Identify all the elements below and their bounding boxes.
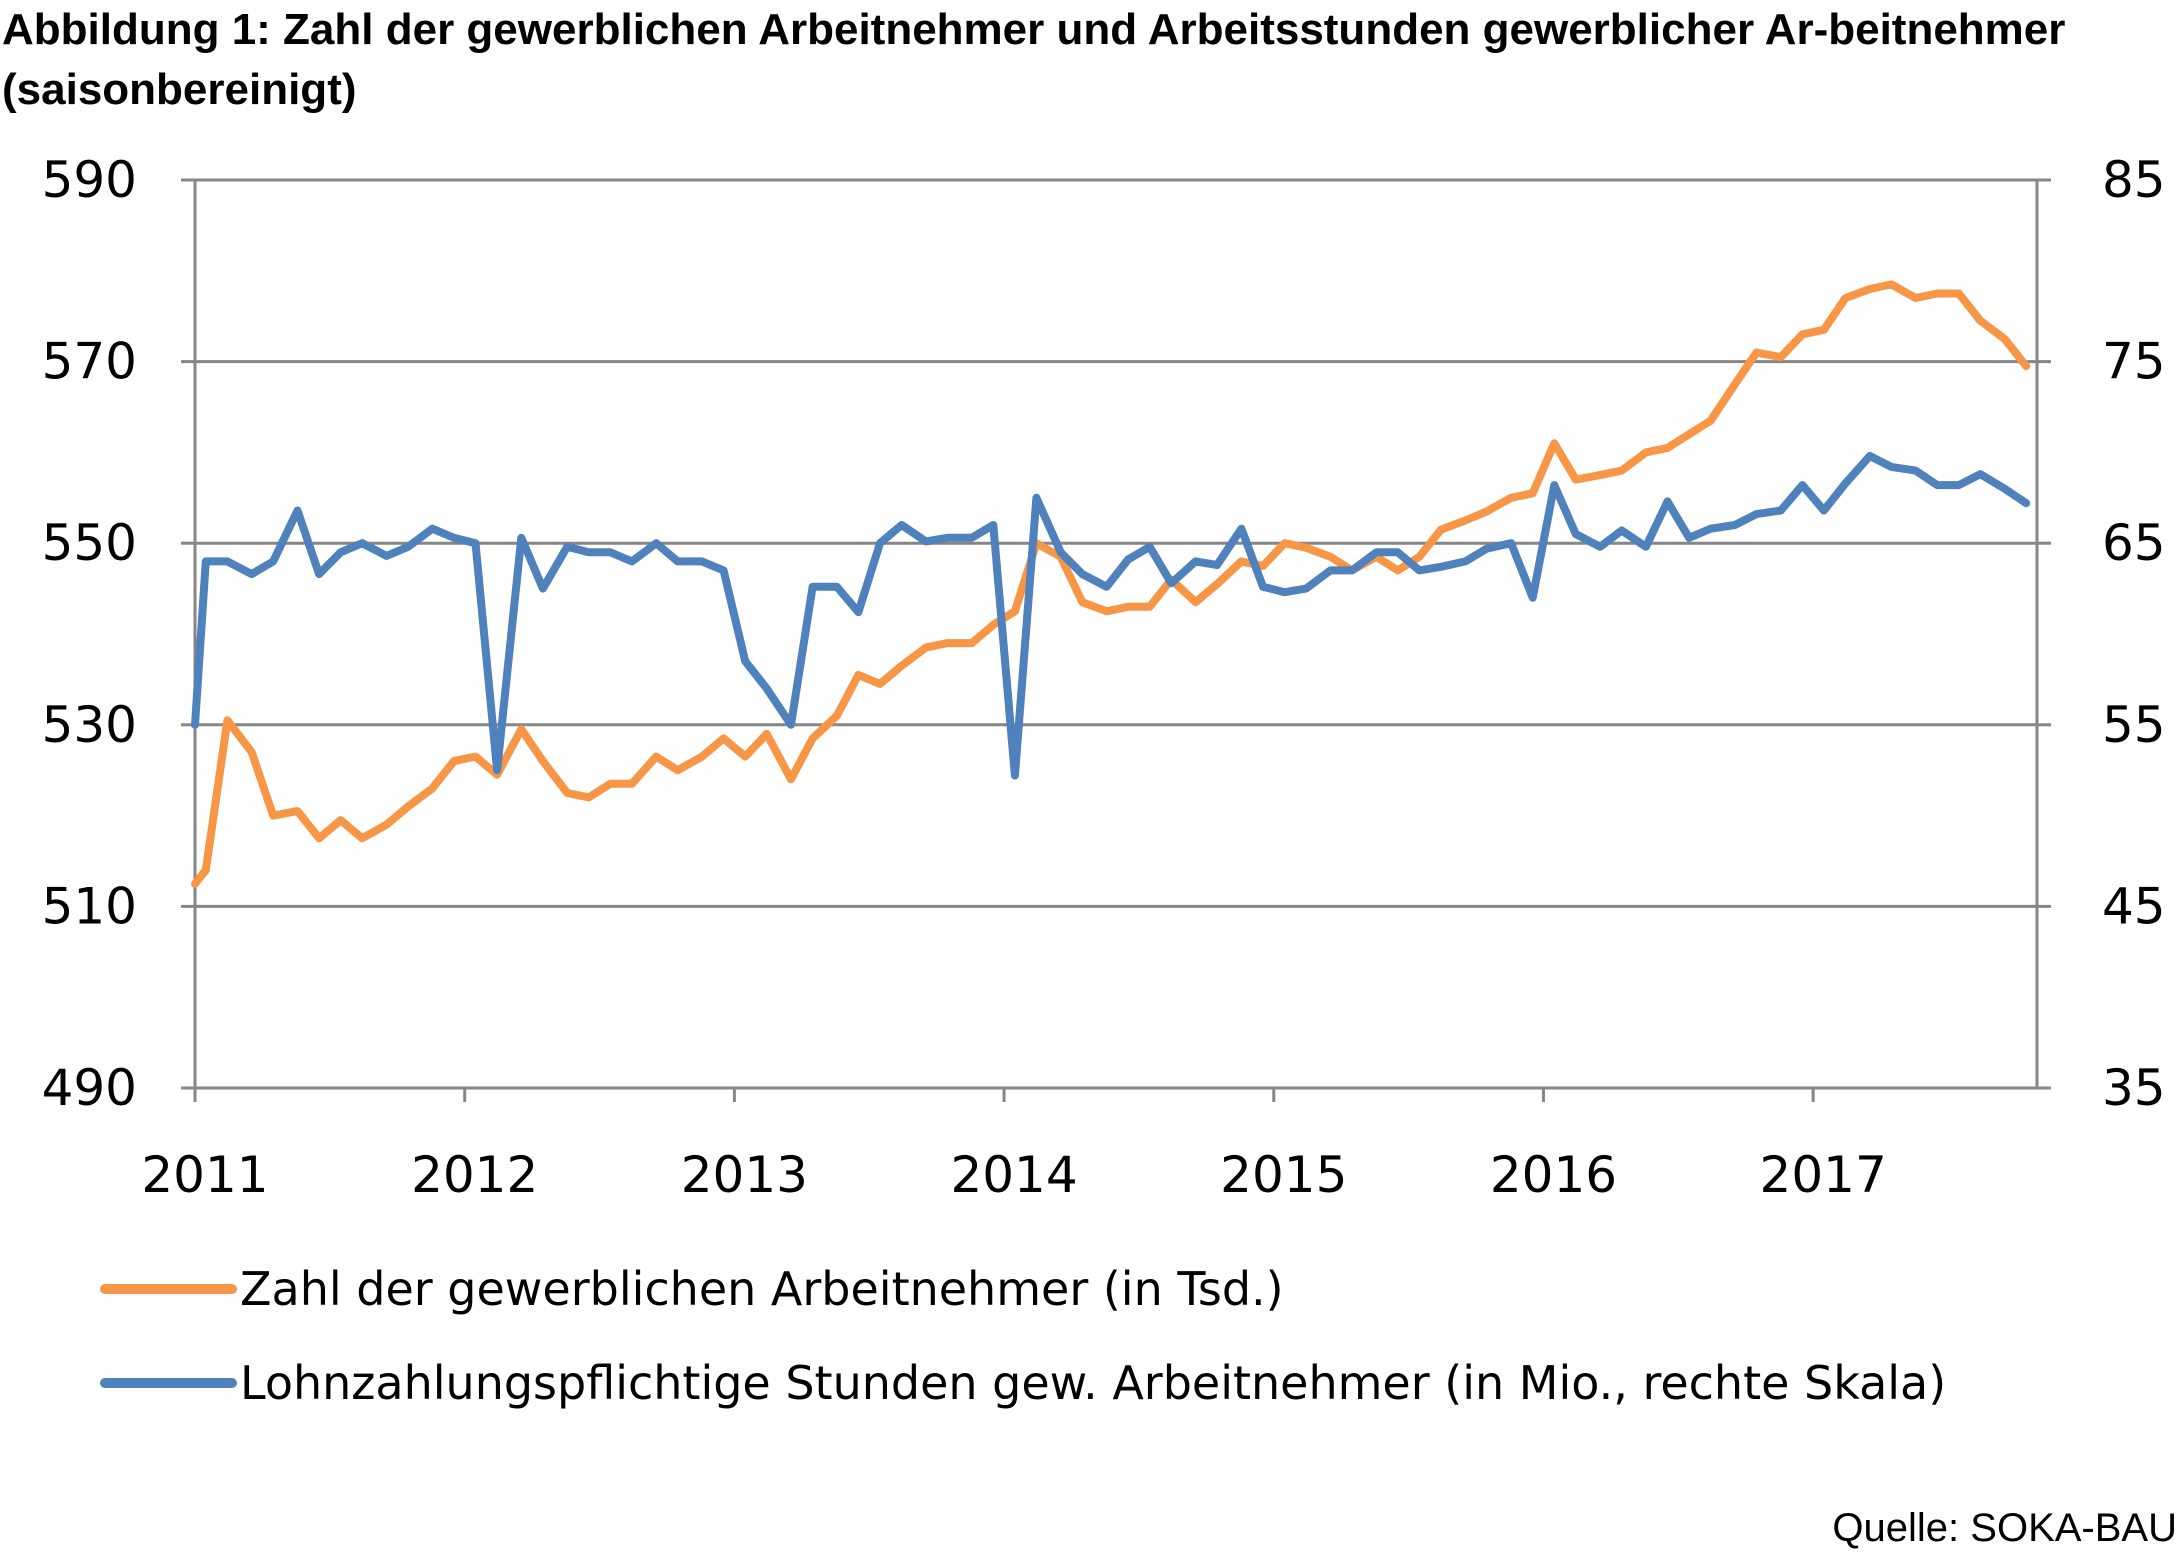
right-y-tick-label: 65 [2102,514,2166,572]
left-y-tick-labels: 490 510 530 550 570 590 [42,151,137,1117]
right-y-tick-label: 75 [2102,333,2166,391]
x-tick-label: 2014 [950,1146,1077,1204]
x-tick-label: 2016 [1490,1146,1617,1204]
right-y-tick-label: 85 [2102,151,2166,209]
left-y-tick-label: 530 [42,696,137,754]
chart-title: Abbildung 1: Zahl der gewerblichen Arbei… [2,5,2066,114]
source-note: Quelle: SOKA-BAU [1832,1506,2177,1550]
left-y-tick-label: 570 [42,333,137,391]
series-line-2 [191,452,2031,780]
legend: Zahl der gewerblichen Arbeitnehmer (in T… [100,1262,1946,1410]
right-y-tick-label: 45 [2102,877,2166,935]
x-tick-label: 2013 [681,1146,808,1204]
x-tick-label: 2012 [411,1146,538,1204]
right-y-tick-labels: 35 45 55 65 75 85 [2102,151,2166,1117]
left-y-tick-label: 550 [42,514,137,572]
x-tick-labels: 2011 2012 2013 2014 2015 2016 2017 [141,1146,1886,1204]
x-tick-label: 2015 [1220,1146,1347,1204]
axes [181,178,2051,1102]
series-lines [191,280,2031,888]
series-line-1 [191,280,2031,888]
left-y-tick-label: 590 [42,151,137,209]
legend-label-2: Lohnzahlungspflichtige Stunden gew. Arbe… [240,1356,1946,1410]
x-tick-label: 2017 [1760,1146,1887,1204]
left-y-tick-label: 490 [42,1059,137,1117]
legend-label-1: Zahl der gewerblichen Arbeitnehmer (in T… [240,1262,1284,1316]
right-y-tick-label: 35 [2102,1059,2166,1117]
left-y-tick-label: 510 [42,877,137,935]
gridlines [195,178,2037,908]
right-y-tick-label: 55 [2102,696,2166,754]
x-tick-label: 2011 [141,1146,268,1204]
